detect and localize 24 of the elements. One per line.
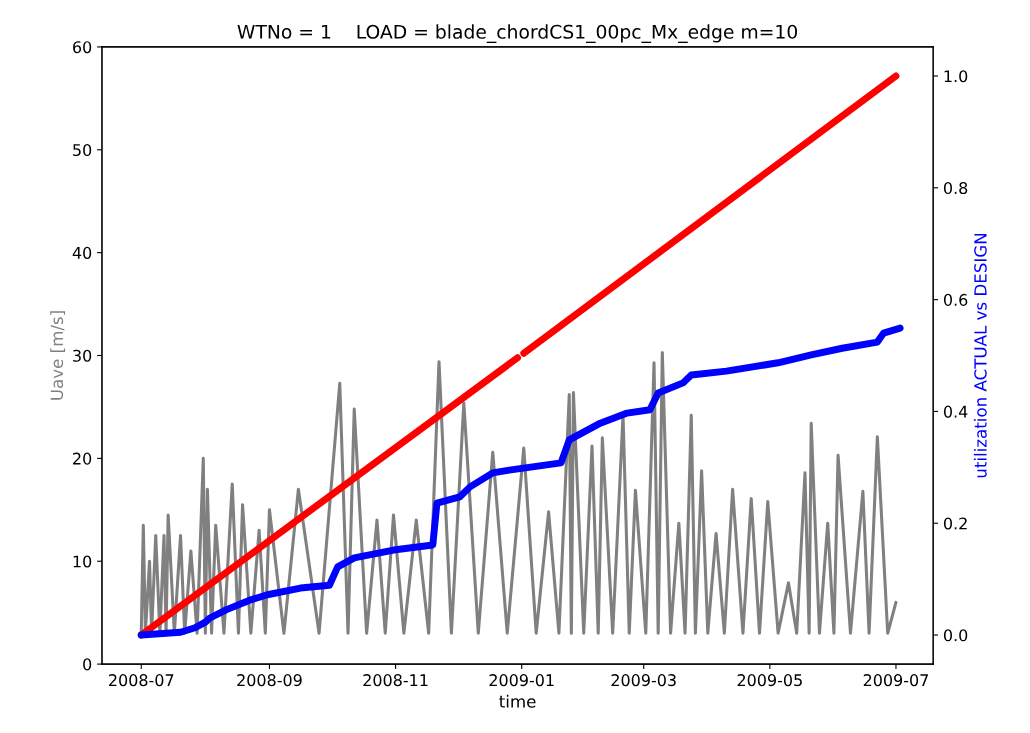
x-tick-label: 2009-07 (863, 674, 928, 687)
y2-tick-label: 0.6 (943, 293, 968, 306)
x-tick-label: 2008-07 (109, 674, 174, 687)
y2-tick-label: 0.0 (943, 629, 968, 642)
y-tick-label: 10 (73, 555, 92, 568)
y2-tick-label: 0.4 (943, 405, 968, 418)
y-axis-title: Uave [m/s] (50, 311, 66, 400)
y2-tick-label: 1.0 (944, 70, 968, 83)
y-tick-label: 40 (72, 246, 92, 259)
y-tick-label: 20 (73, 452, 92, 465)
x-tick-label: 2009-05 (737, 674, 802, 687)
y-tick-label: 30 (73, 349, 92, 362)
y-tick-label: 50 (73, 143, 92, 157)
x-tick-label: 2009-03 (611, 674, 676, 687)
y-tick-label: 0 (83, 658, 92, 671)
y-tick-label: 60 (73, 41, 92, 54)
x-tick-label: 2009-01 (489, 674, 554, 687)
x-tick-label: 2008-11 (363, 674, 428, 687)
y2-tick-label: 0.8 (943, 182, 968, 195)
x-tick-label: 2008-09 (237, 674, 302, 687)
y2-tick-label: 0.2 (943, 517, 967, 530)
x-axis-title: time (499, 694, 536, 708)
chart-title: WTNo = 1 LOAD = blade_chordCS1_00pc_Mx_edge m=10 (237, 24, 798, 43)
y2-axis-title: utilization ACTUAL vs DESIGN (973, 233, 987, 478)
